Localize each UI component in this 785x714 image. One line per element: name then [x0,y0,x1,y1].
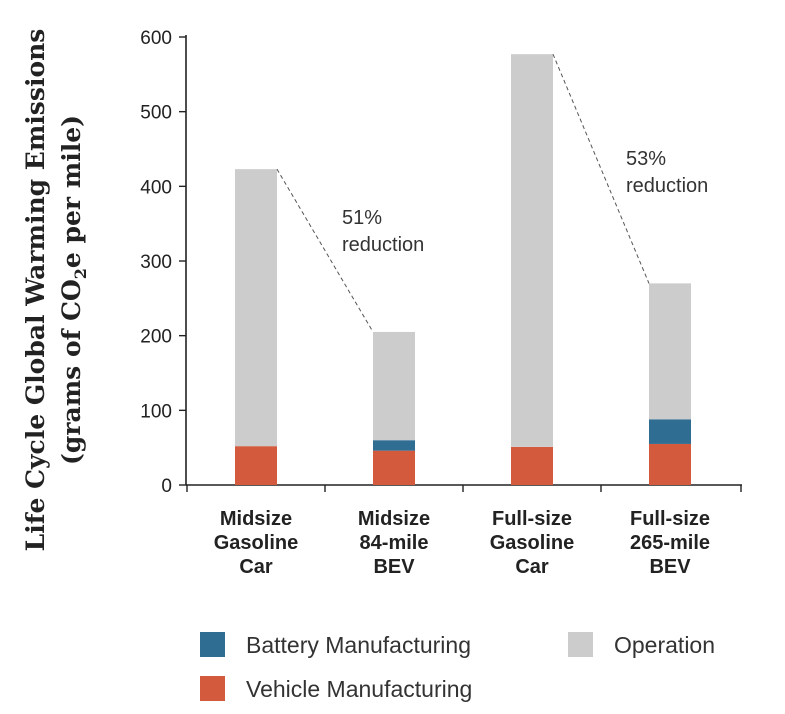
bar-operation [511,54,553,447]
bar-operation [235,169,277,447]
bars [235,54,691,485]
category-label-line: Gasoline [490,532,574,554]
bar-vehicle-manufacturing [649,443,691,485]
y-tick-label: 0 [161,476,172,497]
bar-battery-manufacturing [373,440,415,451]
legend-label-battery-manufacturing: Battery Manufacturing [246,632,471,658]
bar-operation [373,331,415,441]
category-label-line: 84-mile [360,532,429,554]
annotations: 51% reduction 53% reduction [276,53,708,333]
category-label-line: Midsize [358,508,430,530]
category-label: Midsize Gasoline Car [214,508,298,578]
y-axis-title-line-2: (grams of CO2e per mile) [57,115,90,465]
y-axis-title-line-1: Life Cycle Global Warming Emissions [21,29,50,552]
y-axis-title-part: (grams of CO [57,279,86,465]
category-label: Full-size Gasoline Car [490,508,574,578]
category-label: Midsize 84-mile BEV [358,508,430,578]
reduction-annotation-line: reduction [342,234,424,256]
y-axis-title: Life Cycle Global Warming Emissions (gram… [21,29,90,552]
category-label-line: BEV [649,556,691,578]
reduction-annotation: 51% reduction [342,207,424,256]
legend-swatch-operation [568,632,593,657]
bar-vehicle-manufacturing [235,446,277,485]
y-axis-title-part: e per mile) [57,115,86,268]
legend-label-operation: Operation [614,632,715,658]
axes: 0 100 200 300 400 500 600 [140,28,742,497]
y-tick-label: 400 [140,177,172,198]
legend: Battery Manufacturing Operation Vehicle Ma… [200,632,715,702]
bar-vehicle-manufacturing [511,446,553,485]
y-axis-title-subscript: 2 [71,268,90,279]
category-label-line: BEV [373,556,415,578]
y-tick-label: 600 [140,28,172,49]
category-label-line: Midsize [220,508,292,530]
y-tick-label: 300 [140,252,172,273]
reduction-connector-line [276,168,374,333]
category-label: Full-size 265-mile BEV [630,508,710,578]
y-tick-label: 500 [140,103,172,124]
category-label-line: Car [239,556,273,578]
category-label-line: Gasoline [214,532,298,554]
category-label-line: Full-size [492,508,572,530]
reduction-annotation-line: reduction [626,175,708,197]
bar-operation [649,283,691,420]
reduction-annotation-line: 51% [342,207,382,229]
y-tick-label: 100 [140,401,172,422]
bar-vehicle-manufacturing [373,450,415,485]
category-label-line: 265-mile [630,532,710,554]
bar-battery-manufacturing [649,419,691,444]
category-label-line: Car [515,556,549,578]
category-label-line: Full-size [630,508,710,530]
reduction-annotation: 53% reduction [626,148,708,197]
reduction-annotation-line: 53% [626,148,666,170]
legend-swatch-battery-manufacturing [200,632,225,657]
legend-swatch-vehicle-manufacturing [200,676,225,701]
legend-label-vehicle-manufacturing: Vehicle Manufacturing [246,676,472,702]
y-tick-label: 200 [140,327,172,348]
